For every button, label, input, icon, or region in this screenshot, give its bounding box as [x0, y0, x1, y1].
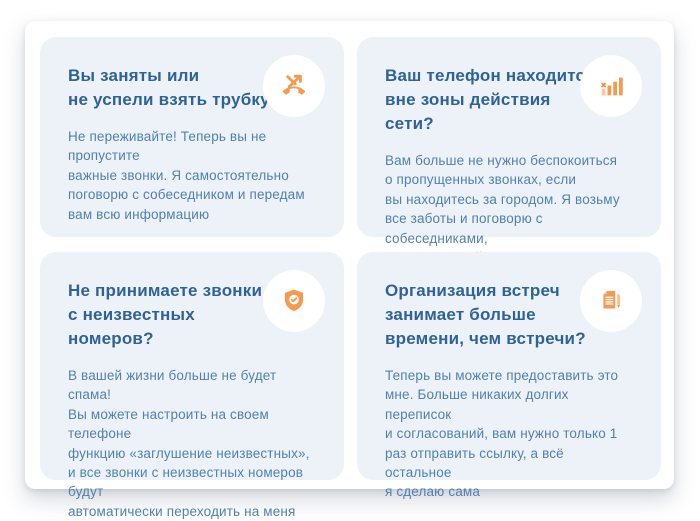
- card-title: Вы заняты или не успели взять трубку?: [68, 66, 281, 109]
- card-title: Организация встреч занимает больше време…: [385, 281, 586, 348]
- feature-card-spam-protection: Не принимаете звонки с неизвестных номер…: [40, 252, 344, 519]
- card-body: Теперь вы можете предоставить это мне. Б…: [385, 368, 619, 500]
- icon-circle: [580, 55, 642, 117]
- content-sheet: Вы заняты или не успели взять трубку? Не…: [25, 21, 674, 519]
- missed-call-icon: [279, 71, 309, 101]
- card-title: Не принимаете звонки с неизвестных номер…: [68, 281, 263, 348]
- card-title: Ваш телефон находится вне зоны действия …: [385, 66, 596, 133]
- card-body: Не переживайте! Теперь вы не пропустите …: [68, 129, 305, 222]
- icon-circle: [580, 270, 642, 332]
- no-signal-icon: [596, 71, 626, 101]
- document-pen-icon: [596, 286, 626, 316]
- icon-circle: [263, 270, 325, 332]
- feature-card-grid: Вы заняты или не успели взять трубку? Не…: [40, 37, 661, 519]
- card-body: Вам больше не нужно беспокоиться о пропу…: [385, 153, 620, 265]
- shield-check-icon: [279, 286, 309, 316]
- feature-card-no-signal: Ваш телефон находится вне зоны действия …: [357, 37, 661, 265]
- feature-card-meetings: Организация встреч занимает больше време…: [357, 252, 661, 499]
- feature-card-missed-calls: Вы заняты или не успели взять трубку? Не…: [40, 37, 344, 237]
- icon-circle: [263, 55, 325, 117]
- card-body: В вашей жизни больше не будет спама! Вы …: [68, 368, 310, 519]
